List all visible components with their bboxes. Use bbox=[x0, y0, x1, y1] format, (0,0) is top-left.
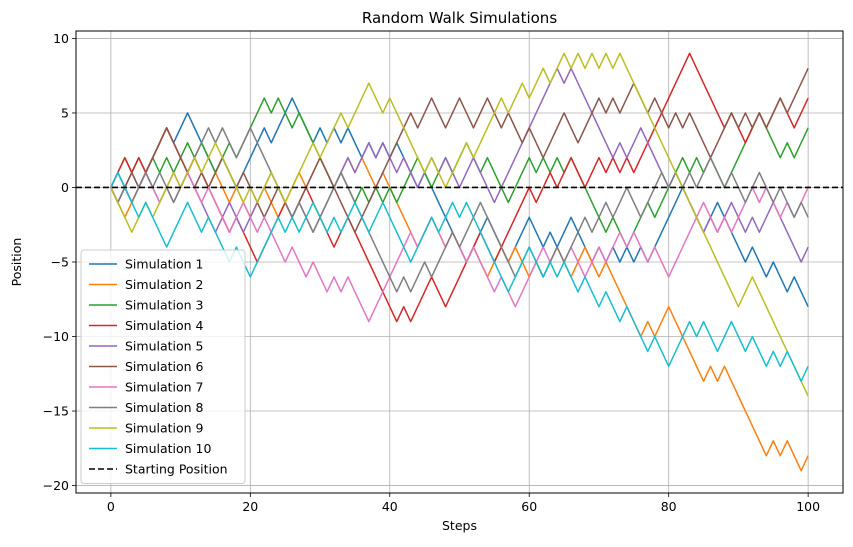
y-tick-label: 10 bbox=[53, 31, 69, 46]
legend-label: Simulation 5 bbox=[125, 339, 204, 354]
legend-label: Simulation 7 bbox=[125, 380, 204, 395]
x-tick-label: 0 bbox=[107, 499, 115, 514]
legend-label: Simulation 3 bbox=[125, 298, 204, 313]
legend-label: Simulation 10 bbox=[125, 441, 212, 456]
x-tick-label: 40 bbox=[382, 499, 398, 514]
axis-ticks: 0 20 40 60 80 100 −20 −15 −10 −5 0 5 10 bbox=[43, 31, 821, 514]
x-tick-label: 80 bbox=[661, 499, 677, 514]
legend-label: Simulation 1 bbox=[125, 257, 204, 272]
legend-box bbox=[80, 249, 246, 484]
legend-label: Simulation 6 bbox=[125, 359, 204, 374]
series-lines bbox=[76, 52, 843, 472]
y-tick-label: −15 bbox=[43, 404, 69, 419]
legend-label: Simulation 2 bbox=[125, 277, 204, 292]
x-tick-label: 60 bbox=[521, 499, 537, 514]
y-tick-label: 0 bbox=[61, 180, 69, 195]
x-tick-label: 20 bbox=[242, 499, 258, 514]
series-line-simulation-9 bbox=[110, 52, 809, 397]
x-axis-label: Steps bbox=[442, 518, 477, 533]
y-tick-label: −5 bbox=[51, 255, 69, 270]
legend-label: Simulation 9 bbox=[125, 421, 204, 436]
y-tick-label: −10 bbox=[43, 329, 69, 344]
y-tick-label: 5 bbox=[61, 105, 69, 120]
y-tick-label: −20 bbox=[43, 478, 69, 493]
series-line-simulation-8 bbox=[110, 127, 809, 293]
x-tick-label: 100 bbox=[796, 499, 820, 514]
legend: Simulation 1 Simulation 2 Simulation 3 Simu… bbox=[80, 249, 246, 484]
y-axis-label: Position bbox=[9, 238, 24, 287]
legend-label: Starting Position bbox=[125, 462, 228, 477]
legend-label: Simulation 8 bbox=[125, 400, 204, 415]
chart-title: Random Walk Simulations bbox=[362, 9, 557, 27]
legend-label: Simulation 4 bbox=[125, 318, 204, 333]
